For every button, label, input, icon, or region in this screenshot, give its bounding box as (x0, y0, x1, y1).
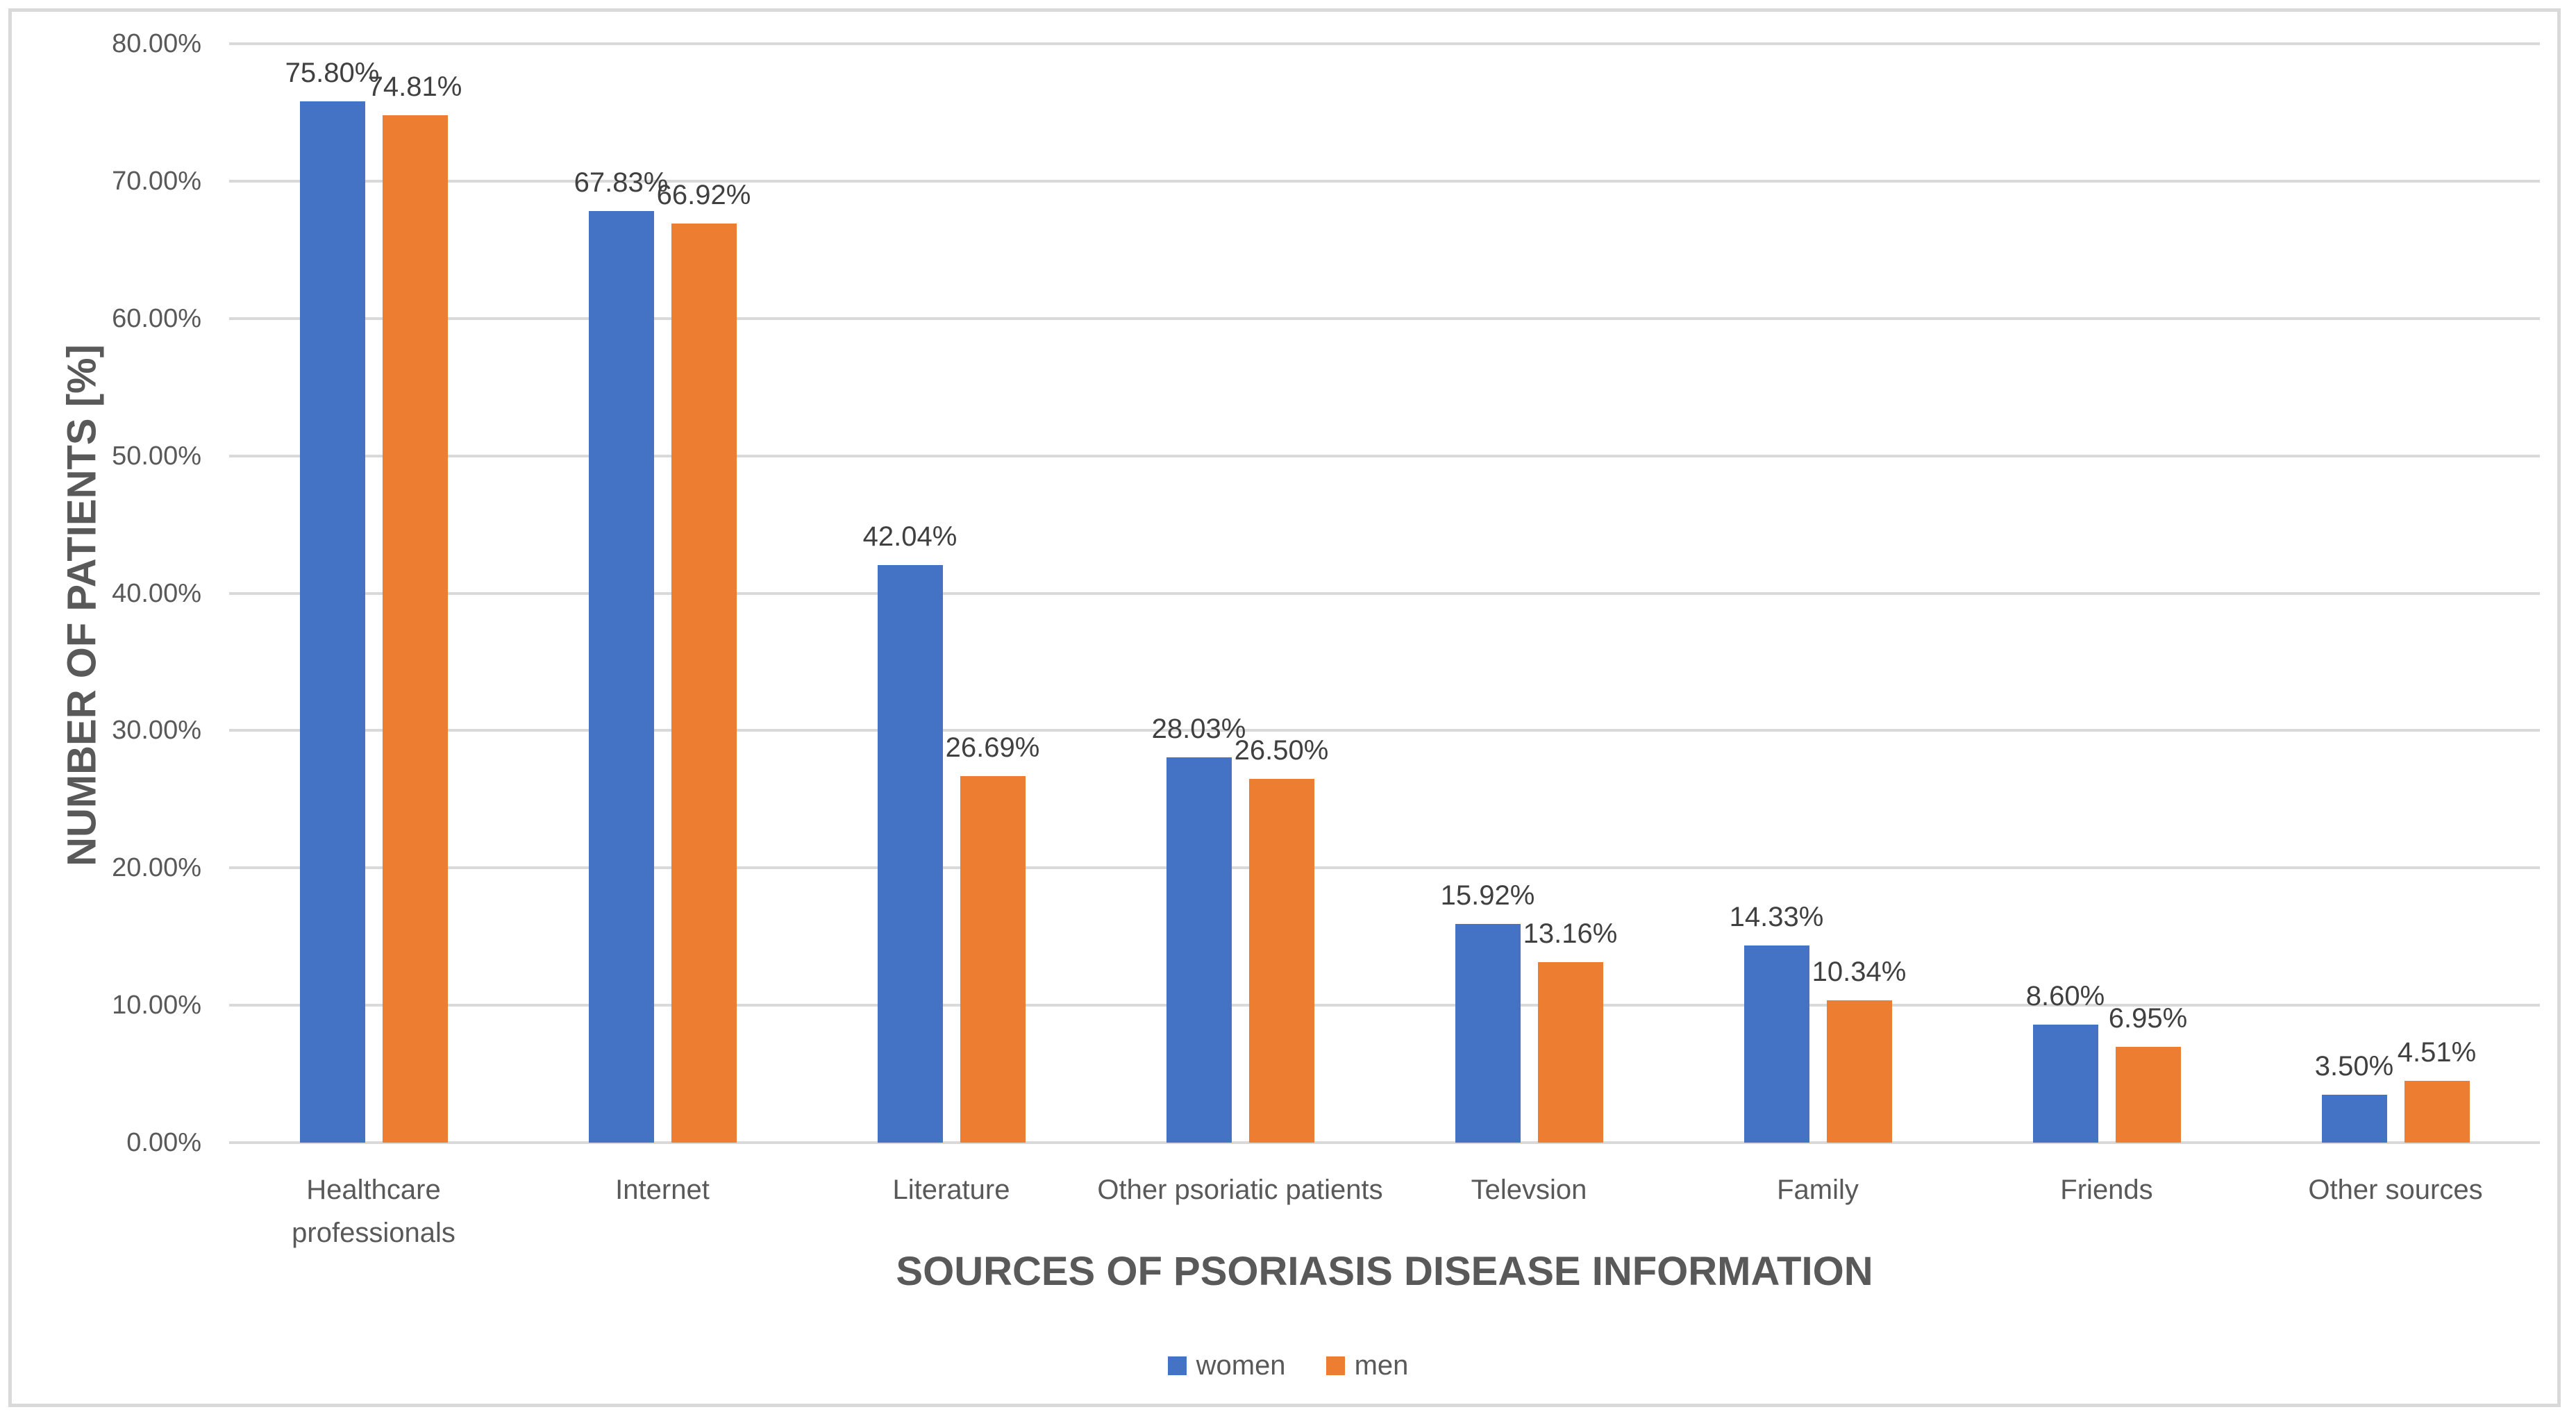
legend: women men (0, 1349, 2576, 1382)
data-label-women: 14.33% (1729, 902, 1824, 933)
bar-group: 3.50% 4.51% (2251, 44, 2540, 1143)
x-category-label: Family (1673, 1168, 1962, 1211)
bar-group: 14.33% 10.34% (1673, 44, 1962, 1143)
x-category-label-line: Family (1777, 1175, 1859, 1205)
legend-label: women (1196, 1350, 1286, 1381)
x-category-label-line: Other sources (2308, 1175, 2483, 1205)
bar-group: 15.92% 13.16% (1385, 44, 1673, 1143)
data-label-women: 67.83% (574, 167, 669, 198)
x-category-label: Healthcare professionals (229, 1168, 518, 1254)
y-tick-label: 70.00% (112, 166, 201, 196)
x-category-label: Other sources (2251, 1168, 2540, 1211)
legend-swatch-icon (1325, 1356, 1345, 1375)
x-axis-category-labels: Healthcare professionals Internet Literatur… (229, 1168, 2540, 1259)
legend-item-women: women (1167, 1349, 1286, 1382)
gridline (229, 1141, 2540, 1144)
data-label-women: 28.03% (1151, 714, 1246, 745)
bar-men (671, 223, 737, 1143)
x-category-label: Literature (807, 1168, 1096, 1211)
data-label-women: 8.60% (2025, 980, 2105, 1011)
y-axis-tick-labels: 0.00% 10.00% 20.00% 30.00% 40.00% 50.00% 60.00… (0, 29, 201, 1157)
y-tick-label: 30.00% (112, 716, 201, 746)
x-category-label-line: Other psoriatic patients (1097, 1175, 1383, 1205)
data-label-men: 74.81% (367, 71, 462, 102)
y-tick-label: 40.00% (112, 578, 201, 608)
gridline (229, 866, 2540, 870)
bar-group: 67.83% 66.92% (518, 44, 807, 1143)
gridline (229, 42, 2540, 45)
x-category-label: Internet (518, 1168, 807, 1211)
x-axis-title: SOURCES OF PSORIASIS DISEASE INFORMATION (896, 1249, 1873, 1294)
data-label-men: 13.16% (1523, 918, 1618, 949)
bar-men (1248, 778, 1314, 1143)
plot-area: 75.80% 74.81% 67.83% 66.92% 42.04% 26.69% 28.0… (229, 42, 2540, 1144)
data-label-men: 4.51% (2397, 1036, 2477, 1068)
x-category-label: Other psoriatic patients (1096, 1168, 1385, 1211)
data-label-women: 75.80% (285, 58, 380, 89)
gridline (229, 1004, 2540, 1007)
bar-women (1743, 945, 1809, 1143)
data-label-men: 66.92% (656, 179, 751, 210)
y-tick-label: 80.00% (112, 29, 201, 58)
y-tick-label: 50.00% (112, 441, 201, 471)
data-label-men: 26.50% (1234, 734, 1329, 766)
x-category-label-line: Healthcare (306, 1175, 441, 1205)
data-label-women: 42.04% (862, 521, 957, 553)
data-label-men: 6.95% (2108, 1003, 2188, 1034)
y-tick-label: 60.00% (112, 303, 201, 333)
bar-group: 8.60% 6.95% (1962, 44, 2251, 1143)
bar-men (2404, 1080, 2470, 1143)
legend-item-men: men (1325, 1349, 1409, 1382)
gridline (229, 179, 2540, 183)
x-category-label-line: Friends (2060, 1175, 2153, 1205)
data-label-women: 3.50% (2314, 1050, 2394, 1082)
legend-swatch-icon (1167, 1356, 1187, 1375)
x-category-label-line: professionals (292, 1218, 455, 1248)
legend-label: men (1354, 1350, 1409, 1381)
bar-men (1826, 1000, 1892, 1143)
data-label-women: 15.92% (1440, 880, 1535, 911)
x-category-label-line: Televsion (1471, 1175, 1587, 1205)
x-category-label-line: Literature (892, 1175, 1010, 1205)
bar-women (2321, 1094, 2387, 1143)
gridline (229, 454, 2540, 457)
gridline (229, 729, 2540, 732)
bar-men (2115, 1047, 2181, 1143)
bar-women (2032, 1024, 2098, 1143)
bar-group: 28.03% 26.50% (1096, 44, 1385, 1143)
y-tick-label: 10.00% (112, 991, 201, 1020)
gridline (229, 317, 2540, 320)
bar-men (382, 115, 448, 1143)
data-label-men: 26.69% (945, 732, 1040, 763)
bar-women (1166, 757, 1232, 1143)
y-tick-label: 20.00% (112, 853, 201, 883)
bar-group: 42.04% 26.69% (807, 44, 1096, 1143)
gridline (229, 591, 2540, 595)
x-category-label: Televsion (1385, 1168, 1673, 1211)
y-tick-label: 0.00% (126, 1128, 201, 1157)
data-label-men: 10.34% (1812, 957, 1907, 988)
bar-women (588, 210, 654, 1143)
bar-women (299, 101, 365, 1143)
bar-women (877, 565, 943, 1143)
bar-women (1455, 923, 1521, 1143)
bar-men (960, 775, 1026, 1143)
bar-men (1537, 961, 1603, 1143)
x-category-label-line: Internet (615, 1175, 710, 1205)
bar-group: 75.80% 74.81% (229, 44, 518, 1143)
x-category-label: Friends (1962, 1168, 2251, 1211)
